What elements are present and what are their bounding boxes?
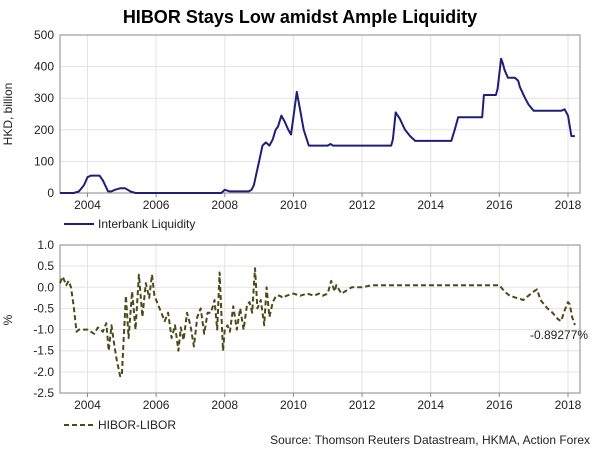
y-tick-label: 500 (34, 28, 54, 42)
y-tick-label: -1.5 (33, 344, 54, 358)
x-tick-label: 2006 (143, 398, 170, 412)
legend-label-interbank-liquidity: Interbank Liquidity (98, 217, 195, 231)
y-tick-label: 200 (34, 123, 54, 137)
y-tick-label: 100 (34, 154, 54, 168)
last-value-annotation: -0.89277% (530, 328, 588, 342)
x-tick-label: 2012 (349, 198, 376, 212)
x-tick-label: 2008 (211, 198, 238, 212)
x-tick-label: 2016 (486, 198, 513, 212)
x-tick-label: 2018 (555, 398, 582, 412)
spread-y-axis-label: % (1, 314, 15, 325)
hibor-libor-line (59, 267, 576, 378)
y-tick-label: -0.5 (33, 301, 54, 315)
y-tick-label: 0 (47, 186, 54, 200)
x-tick-label: 2006 (143, 198, 170, 212)
x-tick-label: 2018 (555, 198, 582, 212)
x-tick-label: 2014 (417, 398, 444, 412)
x-tick-label: 2010 (280, 398, 307, 412)
x-tick-label: 2014 (417, 198, 444, 212)
liquidity-y-tick-labels: 0 100 200 300 400 500 (34, 28, 54, 200)
x-tick-label: 2004 (74, 398, 101, 412)
legend-label-hibor-libor: HIBOR-LIBOR (98, 418, 176, 432)
source-note: Source: Thomson Reuters Datastream, HKMA… (270, 433, 590, 447)
spread-x-tick-labels: 2004 2006 2008 2010 2012 2014 2016 2018 (74, 398, 582, 412)
liquidity-panel: 0 100 200 300 400 500 2004 2006 2008 2010 2012 201… (1, 28, 582, 231)
liquidity-x-tick-labels: 2004 2006 2008 2010 2012 2014 2016 2018 (74, 198, 582, 212)
spread-panel: -2.5-2.0-1.5-1.0-0.50.00.51.0 2004 2006 20… (1, 238, 588, 432)
y-tick-label: 0.0 (37, 280, 54, 294)
y-tick-label: -2.0 (33, 365, 54, 379)
interbank-liquidity-line (60, 57, 575, 194)
y-tick-label: -2.5 (33, 386, 54, 400)
liquidity-plot-frame (59, 34, 581, 194)
chart-title: HIBOR Stays Low amidst Ample Liquidity (123, 7, 477, 27)
spread-plot-frame (59, 244, 581, 394)
spread-gridlines (60, 244, 580, 397)
x-tick-label: 2004 (74, 198, 101, 212)
x-tick-label: 2010 (280, 198, 307, 212)
x-tick-label: 2016 (486, 398, 513, 412)
y-tick-label: -1.0 (33, 323, 54, 337)
x-tick-label: 2008 (211, 398, 238, 412)
y-tick-label: 0.5 (37, 259, 54, 273)
y-tick-label: 300 (34, 91, 54, 105)
x-tick-label: 2012 (349, 398, 376, 412)
y-tick-label: 1.0 (37, 238, 54, 252)
y-tick-label: 400 (34, 60, 54, 74)
spread-y-tick-labels: -2.5 -2.0 -1.5 -1.0 -0.5 0.0 0.5 1.0 (33, 238, 54, 400)
liquidity-y-axis-label: HKD, billion (1, 83, 15, 146)
